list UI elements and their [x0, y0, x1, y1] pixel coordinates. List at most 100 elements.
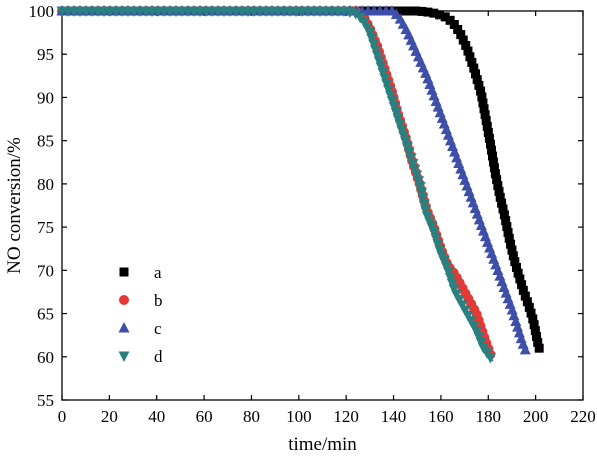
series-d-marker	[468, 321, 480, 332]
series-a-marker	[529, 320, 539, 330]
series-a-marker	[497, 198, 507, 208]
y-tick-label: 55	[37, 391, 54, 410]
series-d-marker	[426, 222, 438, 233]
series-d-marker	[475, 337, 487, 349]
series-a-marker	[456, 30, 466, 40]
series-d-marker	[434, 244, 446, 256]
series-d-marker	[440, 261, 452, 273]
series-c-line	[62, 10, 527, 353]
series-a-marker	[530, 326, 540, 336]
series-a-marker	[393, 6, 403, 16]
series-a-marker	[481, 116, 491, 126]
y-tick-label: 100	[29, 2, 55, 21]
series-a-marker	[517, 280, 527, 290]
series-a-marker	[515, 274, 525, 284]
y-tick-label: 95	[37, 45, 54, 64]
y-tick-label: 70	[37, 261, 54, 280]
x-tick-label: 100	[286, 407, 312, 426]
series-a-marker	[508, 251, 518, 261]
series-d-marker	[361, 22, 373, 34]
series-d-marker	[446, 278, 458, 290]
series-a-marker	[476, 86, 486, 96]
series-a-marker	[472, 75, 482, 85]
x-tick-label: 180	[476, 407, 502, 426]
series-c-marker	[519, 343, 531, 355]
series-d-marker	[358, 17, 370, 28]
series-d-marker	[377, 67, 389, 79]
series-a-marker	[503, 227, 513, 237]
legend-marker-a	[119, 267, 129, 277]
series-a-marker	[435, 10, 445, 20]
series-a-marker	[474, 80, 484, 90]
series-a-marker	[492, 175, 502, 185]
series-d-marker	[368, 39, 380, 50]
series-a-marker	[484, 133, 494, 143]
series-d-marker	[420, 205, 432, 216]
series-d-marker	[453, 295, 465, 306]
series-d-marker	[484, 353, 496, 364]
series-a-marker	[482, 121, 492, 131]
x-tick-label: 0	[58, 407, 67, 426]
legend-label-c: c	[154, 319, 162, 338]
series-d-marker	[438, 256, 450, 267]
legend-marker-c	[118, 322, 130, 333]
series-a-marker	[488, 157, 498, 167]
series-d-marker	[424, 216, 436, 228]
series-d-marker	[379, 73, 391, 85]
legend-label-d: d	[154, 347, 163, 366]
series-d-marker	[381, 79, 393, 90]
series-a-marker	[513, 268, 523, 278]
series-a-marker	[423, 7, 433, 17]
series-a-marker	[485, 139, 495, 149]
series-a-marker	[477, 92, 487, 102]
series-d-marker	[416, 187, 428, 199]
y-tick-label: 65	[37, 305, 54, 324]
series-a-marker	[506, 239, 516, 249]
series-d-marker	[421, 211, 433, 222]
series-d-marker	[409, 164, 421, 176]
series-d-marker	[473, 332, 485, 343]
series-d-marker	[401, 141, 413, 153]
series-d-marker	[405, 153, 417, 164]
x-tick-label: 160	[428, 407, 454, 426]
series-a-marker	[528, 314, 538, 324]
y-tick-label: 85	[37, 132, 54, 151]
series-d-marker	[450, 289, 462, 301]
series-a-marker	[478, 98, 488, 108]
series-a-marker	[511, 262, 521, 272]
series-a-marker	[493, 181, 503, 191]
series-layer	[56, 5, 544, 364]
series-a-marker	[489, 163, 499, 173]
x-tick-label: 40	[148, 407, 165, 426]
series-a-marker	[522, 297, 532, 307]
series-a-marker	[494, 186, 504, 196]
series-d-line	[62, 10, 494, 362]
series-d-marker	[399, 136, 411, 147]
series-d-marker	[436, 250, 448, 262]
series-a-marker	[520, 291, 530, 301]
x-tick-label: 200	[523, 407, 549, 426]
series-d-marker	[417, 193, 429, 205]
series-d-marker	[364, 28, 376, 39]
series-a-marker	[502, 222, 512, 232]
series-d-marker	[465, 316, 477, 327]
series-a-marker	[501, 216, 511, 226]
series-a-marker	[534, 343, 544, 353]
series-a-marker	[461, 41, 471, 51]
series-d-marker	[366, 33, 378, 45]
series-a-marker	[467, 57, 477, 67]
y-tick-label: 75	[37, 218, 54, 237]
x-tick-label: 220	[570, 407, 596, 426]
x-tick-label: 60	[196, 407, 213, 426]
series-a-marker	[524, 302, 534, 312]
series-d-marker	[386, 96, 398, 107]
series-d-marker	[371, 50, 383, 62]
series-d-marker	[430, 233, 442, 244]
series-a-marker	[495, 192, 505, 202]
legend-marker-b	[119, 295, 129, 305]
x-tick-label: 120	[333, 407, 359, 426]
series-a-marker	[483, 127, 493, 137]
series-a-marker	[504, 233, 514, 243]
